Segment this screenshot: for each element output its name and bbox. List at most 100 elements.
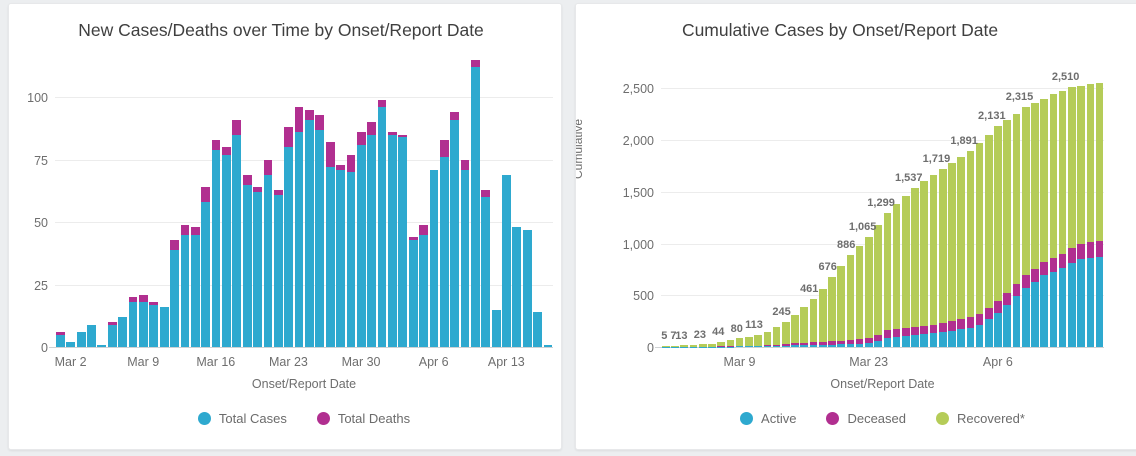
bar-segment[interactable] [846,339,855,345]
bar-segment[interactable] [1068,248,1076,263]
bar-apr-3[interactable] [966,151,975,347]
bar-segment[interactable] [481,189,491,197]
bar-segment[interactable] [763,345,772,347]
bar-mar-14[interactable] [190,227,200,347]
bar-segment[interactable] [957,157,965,320]
bar-segment[interactable] [966,317,975,328]
bar-segment[interactable] [772,344,781,346]
bar-segment[interactable] [471,59,480,67]
bar-mar-24[interactable] [294,107,304,347]
bar-segment[interactable] [698,346,707,347]
bar-segment[interactable] [471,67,480,347]
bar-segment[interactable] [180,224,190,235]
bar-apr-9[interactable] [460,159,470,347]
bar-mar-17[interactable] [221,147,231,347]
bar-segment[interactable] [1049,258,1058,272]
bar-mar-28[interactable] [911,187,919,347]
bar-segment[interactable] [975,325,984,347]
bar-mar-16[interactable] [211,139,221,347]
bar-segment[interactable] [1031,103,1039,269]
bar-segment[interactable] [680,346,689,347]
bar-segment[interactable] [232,119,242,135]
bar-segment[interactable] [408,237,418,240]
bar-segment[interactable] [781,321,790,344]
bar-segment[interactable] [460,169,470,347]
bar-segment[interactable] [920,326,929,335]
bar-segment[interactable] [717,341,725,346]
bar-mar-31[interactable] [367,122,377,347]
legend-item-deceased[interactable]: Deceased [826,411,906,426]
bar-segment[interactable] [662,346,670,347]
bar-segment[interactable] [56,332,65,335]
bar-segment[interactable] [975,314,984,326]
bar-segment[interactable] [689,344,698,347]
bar-apr-13[interactable] [1058,91,1067,347]
bar-segment[interactable] [680,345,689,347]
bar-segment[interactable] [754,346,762,347]
bar-segment[interactable] [284,127,293,147]
bar-segment[interactable] [1095,241,1104,257]
bar-segment[interactable] [818,288,827,342]
bar-segment[interactable] [948,321,956,332]
bar-apr-4[interactable] [975,143,984,347]
bar-mar-21[interactable] [846,255,855,347]
bar-segment[interactable] [800,342,809,346]
bar-segment[interactable] [754,335,762,346]
bar-segment[interactable] [985,134,993,308]
bar-segment[interactable] [874,334,882,341]
bar-apr-14[interactable] [1068,87,1076,347]
bar-segment[interactable] [66,342,76,347]
bar-apr-16[interactable] [1086,84,1095,347]
bar-segment[interactable] [398,137,408,347]
bar-segment[interactable] [957,319,965,330]
bar-mar-19[interactable] [828,277,836,347]
bar-mar-4[interactable] [87,324,96,347]
bar-segment[interactable] [325,142,335,167]
bar-segment[interactable] [481,197,491,347]
legend-item-active[interactable]: Active [740,411,796,426]
bar-mar-18[interactable] [232,119,242,347]
bar-segment[interactable] [315,129,325,347]
bar-segment[interactable] [828,277,836,342]
bar-segment[interactable] [985,307,993,320]
bar-mar-1[interactable] [56,332,65,347]
bar-segment[interactable] [284,147,293,347]
bar-segment[interactable] [763,331,772,346]
bar-apr-2[interactable] [957,157,965,347]
bar-segment[interactable] [735,345,744,347]
bar-segment[interactable] [883,330,892,338]
bar-apr-11[interactable] [481,189,491,347]
bar-mar-5[interactable] [698,344,707,347]
bar-segment[interactable] [1040,262,1049,276]
bar-segment[interactable] [1095,256,1104,347]
bar-segment[interactable] [911,335,919,347]
bar-segment[interactable] [387,134,397,347]
bar-segment[interactable] [994,312,1002,347]
bar-segment[interactable] [809,345,818,347]
bar-segment[interactable] [920,334,929,347]
bar-mar-27[interactable] [325,142,335,347]
bar-segment[interactable] [221,147,231,155]
bar-apr-3[interactable] [398,134,408,347]
bar-segment[interactable] [948,331,956,347]
bar-apr-7[interactable] [1003,119,1012,347]
bar-segment[interactable] [1077,86,1085,245]
bar-mar-22[interactable] [273,189,283,347]
bar-segment[interactable] [87,324,96,347]
bar-segment[interactable] [1040,275,1049,347]
bar-segment[interactable] [726,346,735,347]
bar-segment[interactable] [1058,91,1067,254]
bar-apr-14[interactable] [512,227,522,347]
bar-segment[interactable] [837,340,845,345]
bar-segment[interactable] [754,345,762,347]
bar-segment[interactable] [1077,244,1085,260]
bar-apr-15[interactable] [1077,86,1085,347]
bar-segment[interactable] [855,343,864,347]
bar-apr-1[interactable] [377,99,387,347]
bar-segment[interactable] [502,174,511,347]
bar-segment[interactable] [911,326,919,336]
bar-segment[interactable] [1003,119,1012,294]
bar-apr-5[interactable] [419,224,428,347]
bar-segment[interactable] [920,181,929,327]
bar-mar-10[interactable] [149,302,159,347]
